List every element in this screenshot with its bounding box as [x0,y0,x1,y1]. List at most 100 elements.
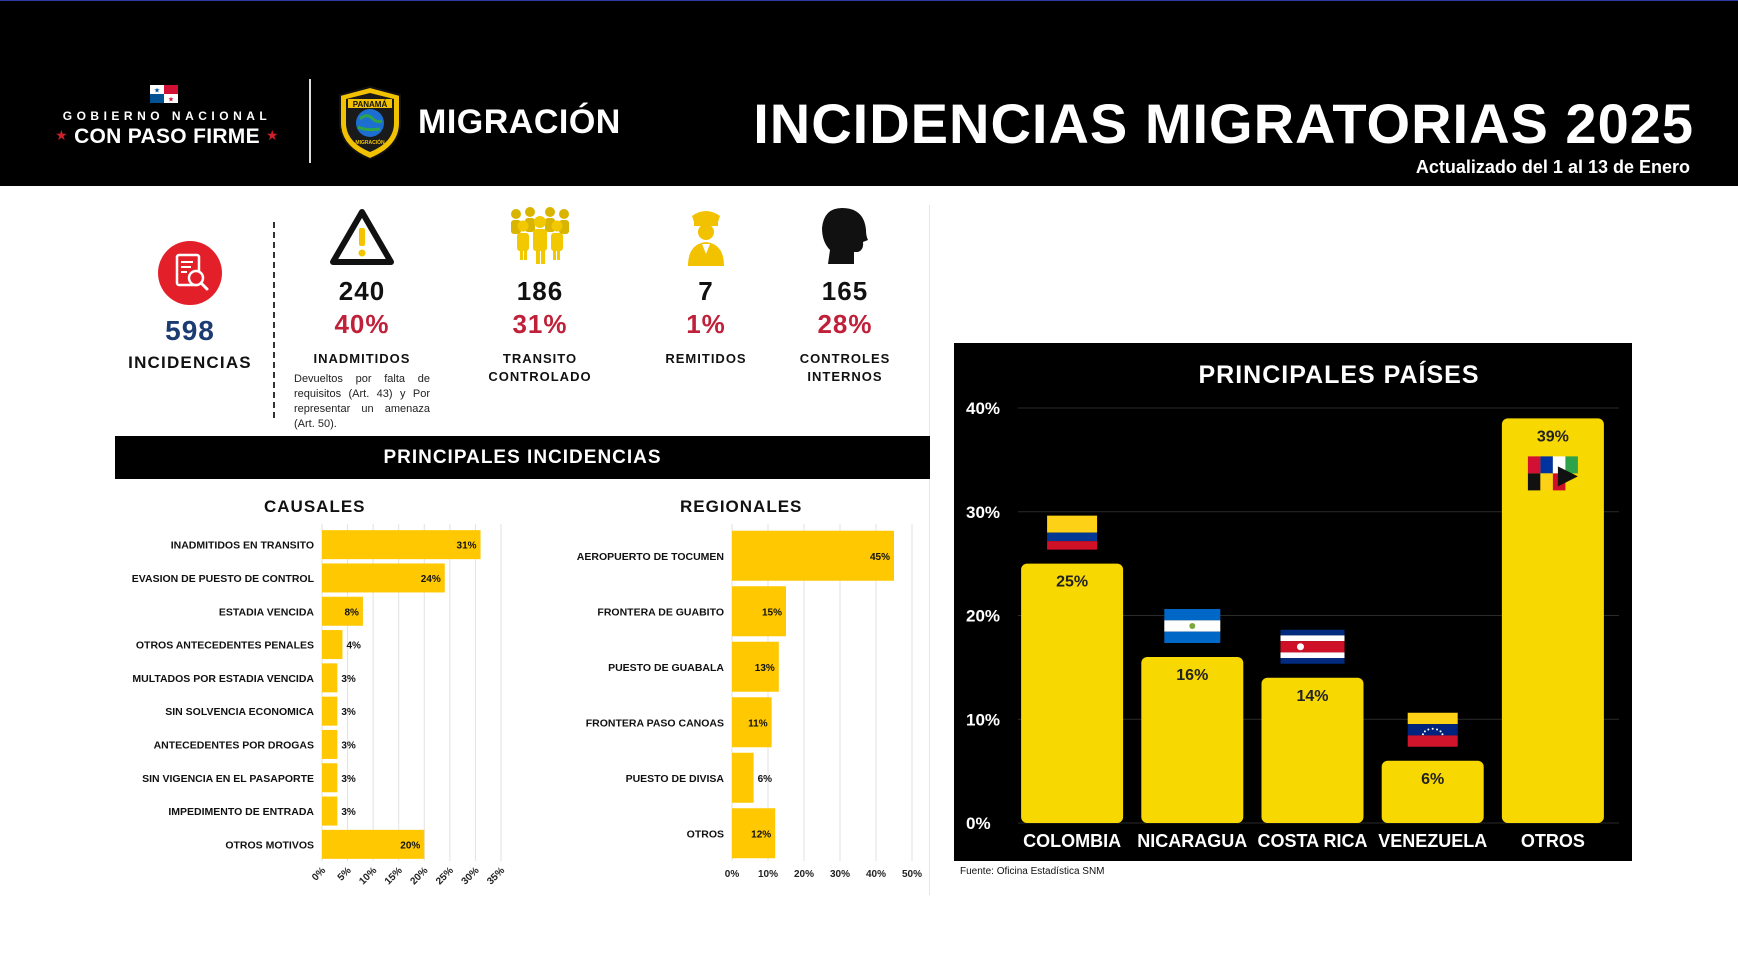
tick-label: 10% [966,710,1000,729]
tick-label: 50% [902,869,922,880]
data-label: 39% [1537,428,1569,445]
tick-label: 10% [758,869,778,880]
bar [322,663,338,693]
stat-value: 240 [338,276,386,306]
stat-remitidos: 7 1% REMITIDOS [656,206,756,368]
bar [1261,677,1364,823]
regionales-title: REGIONALES [680,497,803,516]
header-banner: ★ ★ GOBIERNO NACIONAL ★ CON PASO FIRME ★… [0,0,1738,186]
category-label: AEROPUERTO DE TOCUMEN [577,551,724,563]
category-label: IMPEDIMENTO DE ENTRADA [168,806,314,818]
data-label: 6% [1421,771,1444,788]
page-subtitle: Actualizado del 1 al 13 de Enero [1415,157,1690,177]
stat-value: 165 [821,276,869,306]
stat-value: 186 [516,276,564,306]
bar [1141,657,1244,823]
category-label: SIN SOLVENCIA ECONOMICA [165,706,314,718]
bar [732,752,754,803]
data-label: 4% [346,641,361,652]
total-label: INCIDENCIAS [128,353,252,372]
tick-label: 30% [966,503,1000,522]
category-label: PUESTO DE DIVISA [626,773,725,785]
bar [1021,563,1124,823]
svg-text:★: ★ [168,96,174,104]
gobierno-line2: ★ CON PASO FIRME ★ [55,125,279,148]
tick-label: 10% [357,865,379,887]
tick-label: 35% [485,865,507,887]
bar [732,530,894,581]
head-silhouette-icon [822,208,868,264]
data-label: 15% [762,607,782,618]
category-label: NICARAGUA [1137,831,1247,851]
data-label: 3% [341,707,356,718]
category-label: OTROS MOTIVOS [225,839,314,851]
stat-value: 7 [698,276,714,306]
tick-label: 20% [794,869,814,880]
tick-label: 0% [966,814,991,833]
category-label: INADMITIDOS EN TRANSITO [171,540,314,552]
tick-label: 30% [830,869,850,880]
bar [322,829,425,859]
source-note: Fuente: Oficina Estadística SNM [960,866,1105,877]
gobierno-line1: GOBIERNO NACIONAL [62,109,272,123]
stat-label: TRANSITO CONTROLADO [488,351,592,384]
stat-label: CONTROLES INTERNOS [799,351,891,384]
bar [732,641,779,692]
panama-flag-icon: ★ ★ [150,85,178,103]
stat-percent: 1% [686,309,726,339]
bar [732,586,786,637]
data-label: 3% [341,674,356,685]
category-label: MULTADOS POR ESTADIA VENCIDA [132,673,314,685]
search-document-icon [158,241,222,305]
bar [1501,418,1604,823]
stat-note: Devueltos por falta de requisitos (Art. … [294,373,430,430]
stat-inadmitidos: 240 40% INADMITIDOS Devueltos por falta … [291,206,433,432]
mixed-flags-icon [1527,456,1578,491]
category-label: PUESTO DE GUABALA [608,662,724,674]
bar [322,763,338,793]
venezuela-flag-icon [1407,712,1458,747]
data-label: 3% [341,807,356,818]
bar [322,563,445,593]
section-title-band: PRINCIPALES INCIDENCIAS [115,436,930,479]
stat-label: REMITIDOS [665,351,747,366]
tick-label: 40% [866,869,886,880]
category-label: FRONTERA DE GUABITO [597,606,724,618]
data-label: 12% [751,829,771,840]
bar [322,729,338,759]
category-label: FRONTERA PASO CANOAS [586,717,724,729]
stat-percent: 28% [817,309,873,339]
category-label: VENEZUELA [1378,831,1487,851]
bar [322,630,343,660]
tick-label: 0% [310,865,328,883]
category-label: COLOMBIA [1023,831,1121,851]
category-label: ESTADIA VENCIDA [219,606,315,618]
category-label: ANTECEDENTES POR DROGAS [154,739,314,751]
warning-triangle-icon [330,209,394,265]
costa-rica-flag-icon [1280,629,1345,664]
tick-label: 25% [434,865,456,887]
data-label: 14% [1296,688,1328,705]
bar [322,596,363,626]
tick-label: 0% [725,869,740,880]
stat-percent: 31% [512,309,568,339]
tick-label: 40% [966,399,1000,418]
total-incidencias-card: 598 INCIDENCIAS [118,240,262,373]
bar [1381,760,1484,823]
svg-text:PANAMÁ: PANAMÁ [353,100,388,109]
bar [322,696,338,726]
paises-bar-chart: PRINCIPALES PAÍSES 0% 10% 20% 30% 40% 25% COLOM… [954,343,1632,861]
colombia-flag-icon [1047,515,1098,550]
category-label: OTROS [1521,831,1585,851]
tick-label: 30% [460,865,482,887]
category-label: COSTA RICA [1258,831,1368,851]
category-label: OTROS [687,828,724,840]
data-label: 16% [1176,667,1208,684]
total-value: 598 [165,315,215,346]
tick-label: 5% [336,865,354,883]
nicaragua-flag-icon [1164,609,1221,643]
data-label: 3% [341,740,356,751]
tick-label: 20% [966,607,1000,626]
data-label: 24% [421,574,441,585]
bar [732,697,772,748]
